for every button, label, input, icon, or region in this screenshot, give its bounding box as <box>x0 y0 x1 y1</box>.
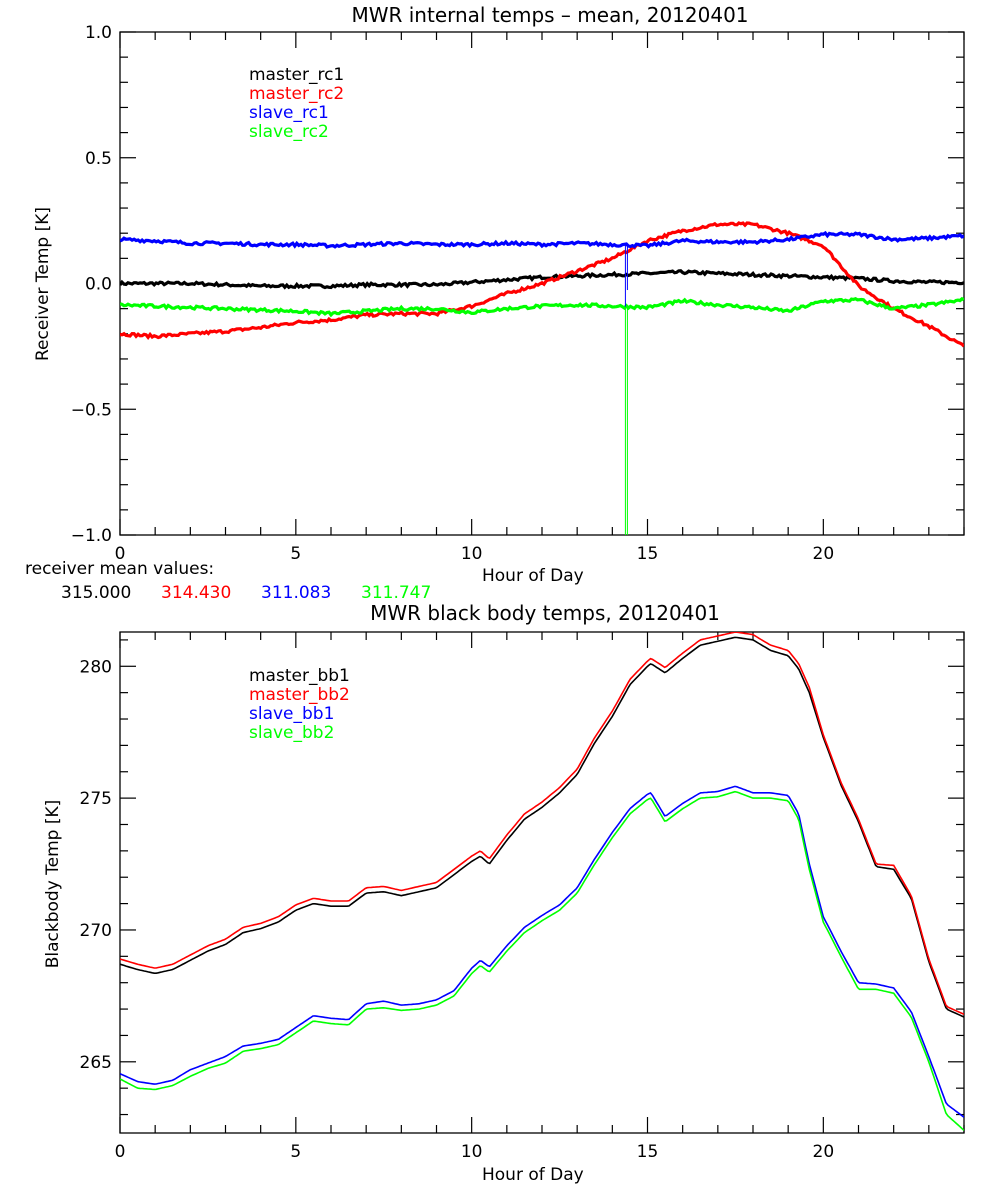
legend-entry-master-rc1: master_rc1 <box>249 65 344 85</box>
x-tick-label: 0 <box>115 544 126 564</box>
receiver-mean-master-rc2: 314.430 <box>161 583 231 603</box>
receiver-mean-master-rc1: 315.000 <box>61 583 131 603</box>
series-line-master-bb1 <box>120 636 964 1018</box>
y-tick-label: 280 <box>80 657 112 677</box>
x-tick-label: 20 <box>813 544 835 564</box>
series-line-slave-rc1 <box>120 230 964 249</box>
y-tick-label: 1.0 <box>85 23 112 43</box>
y-tick-label: −1.0 <box>71 526 112 546</box>
receiver-mean-slave-rc2: 311.747 <box>361 583 431 603</box>
x-tick-label: 10 <box>461 1142 483 1162</box>
y-tick-label: 275 <box>80 789 112 809</box>
x-tick-label: 5 <box>290 1142 301 1162</box>
legend-entry-slave-rc2: slave_rc2 <box>249 122 329 142</box>
receiver-mean-values: receiver mean values: 315.000 314.430 31… <box>25 559 431 603</box>
chart-title: MWR internal temps – mean, 20120401 <box>351 3 748 27</box>
legend-entry-slave-bb1: slave_bb1 <box>249 704 334 724</box>
axis-ticks: 0 5 10 15 20 265 270 275 280 <box>80 632 965 1162</box>
x-tick-label: 15 <box>637 1142 659 1162</box>
blackbody-temp-chart: MWR black body temps, 20120401 0 5 10 15 20 2… <box>43 601 965 1185</box>
x-tick-label: 20 <box>813 1142 835 1162</box>
legend-entry-master-bb2: master_bb2 <box>249 685 350 705</box>
legend-entry-slave-rc1: slave_rc1 <box>249 103 329 123</box>
series-line-master-rc1 <box>120 269 964 290</box>
receiver-mean-label: receiver mean values: <box>25 559 214 579</box>
series-line-master-bb2 <box>120 632 964 1016</box>
legend-entry-slave-bb2: slave_bb2 <box>249 723 334 743</box>
receiver-mean-slave-rc1: 311.083 <box>261 583 331 603</box>
y-axis-label: Blackbody Temp [K] <box>43 800 63 969</box>
x-axis-label: Hour of Day <box>482 566 584 586</box>
x-tick-label: 15 <box>637 544 659 564</box>
x-tick-label: 10 <box>461 544 483 564</box>
y-tick-label: 0.5 <box>85 149 112 169</box>
x-tick-label: 0 <box>115 1142 126 1162</box>
x-axis-label: Hour of Day <box>482 1165 584 1185</box>
axis-ticks: 0 5 10 15 20 −1.0 −0.5 0.0 0.5 1.0 <box>71 23 965 564</box>
series-line-slave-rc2 <box>120 296 964 318</box>
receiver-temp-chart: MWR internal temps – mean, 20120401 0 5 10… <box>33 3 965 586</box>
data-lines <box>120 632 964 1131</box>
series-line-master-rc2 <box>120 221 964 348</box>
series-line-slave-bb2 <box>120 790 964 1131</box>
data-lines <box>120 221 964 535</box>
plot-frame <box>119 631 965 1134</box>
legend-entry-master-bb1: master_bb1 <box>249 666 350 686</box>
y-axis-label: Receiver Temp [K] <box>33 207 53 361</box>
x-tick-label: 5 <box>290 544 301 564</box>
y-tick-label: 270 <box>80 921 112 941</box>
legend-entry-master-rc2: master_rc2 <box>249 84 344 104</box>
y-tick-label: 265 <box>80 1053 112 1073</box>
chart-title: MWR black body temps, 20120401 <box>370 601 720 625</box>
y-tick-label: 0.0 <box>85 275 112 295</box>
series-line-slave-bb1 <box>120 785 964 1118</box>
y-tick-label: −0.5 <box>71 400 112 420</box>
